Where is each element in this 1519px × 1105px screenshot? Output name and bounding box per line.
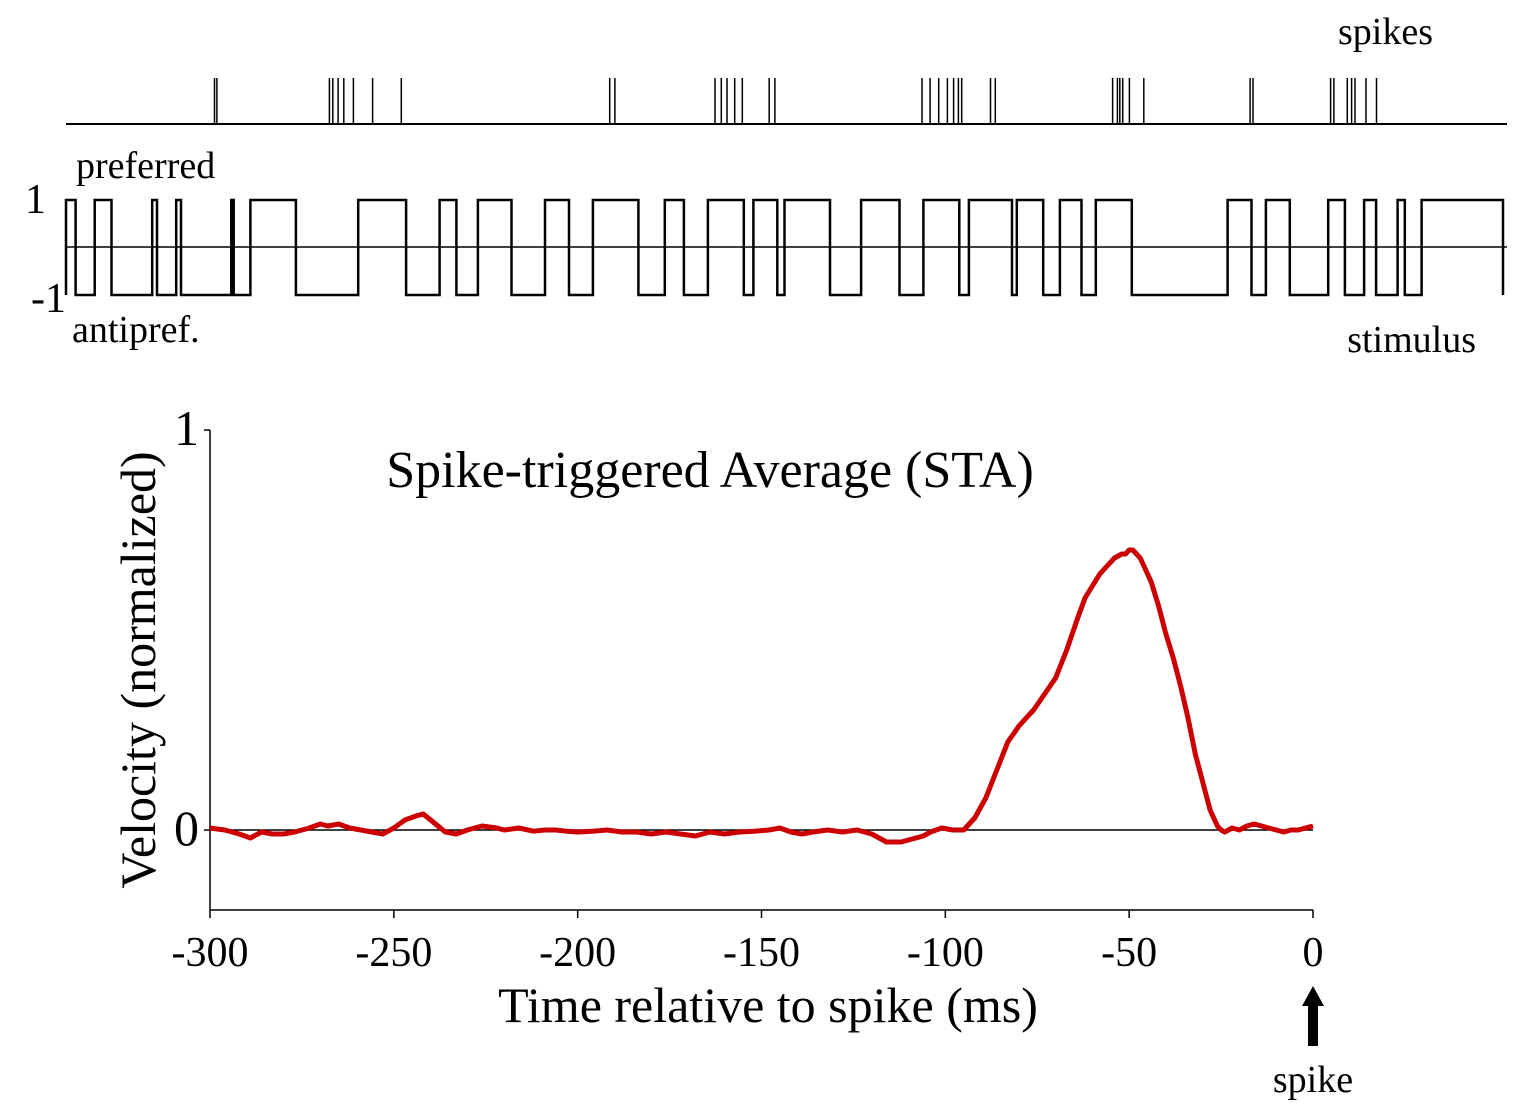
ytick-label-0: 0 (174, 800, 199, 856)
sta-plot: 1 0 -300 -250 -200 -150 -100 -50 0 Velocity (n… (110, 400, 1353, 1101)
stimulus-top-label: preferred (76, 145, 215, 187)
spike-marker-label: spike (1273, 1059, 1353, 1101)
sta-series-line (209, 547, 1314, 845)
spike-ticks (213, 78, 1378, 124)
raster-label: spikes (1338, 11, 1433, 53)
xtick-label: -150 (723, 930, 800, 976)
xtick-label: -250 (355, 930, 432, 976)
spike-arrow-icon (1302, 986, 1324, 1046)
stimulus-label: stimulus (1347, 319, 1476, 361)
xtick-label: -50 (1101, 930, 1157, 976)
xtick-label: -100 (907, 930, 984, 976)
x-axis-label: Time relative to spike (ms) (498, 977, 1038, 1033)
xtick-label: -300 (172, 930, 249, 976)
stimulus-bottom-label: antipref. (72, 309, 200, 351)
xtick-label: -200 (539, 930, 616, 976)
stimulus-ytick-high: 1 (25, 177, 46, 223)
stimulus-ytick-low: -1 (31, 276, 66, 322)
spike-raster: spikes (66, 11, 1507, 125)
chart-title: Spike-triggered Average (STA) (386, 442, 1034, 499)
stimulus-trace (64, 198, 1505, 297)
stimulus-panel: preferred 1 -1 antipref. stimulus (25, 145, 1507, 361)
y-axis-label: Velocity (normalized) (110, 451, 166, 888)
x-ticks: -300 -250 -200 -150 -100 -50 0 (172, 910, 1324, 976)
xtick-label: 0 (1303, 930, 1324, 976)
ytick-label-1: 1 (174, 400, 199, 456)
